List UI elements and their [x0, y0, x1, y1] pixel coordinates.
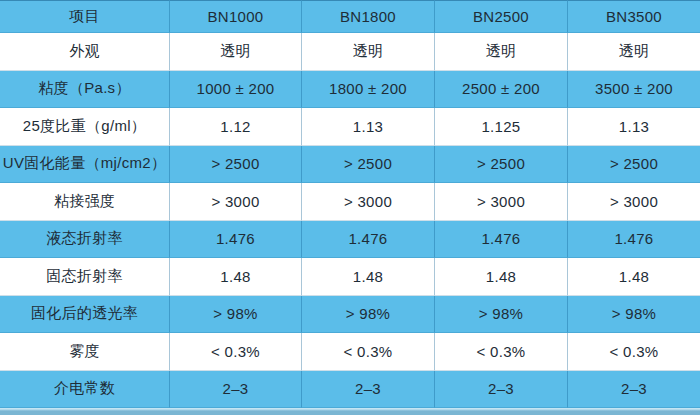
row-label: 雾度: [0, 333, 170, 371]
spec-table: 项目 BN1000 BN1800 BN2500 BN3500 外观 透明 透明 …: [0, 0, 700, 415]
column-header-bn1800: BN1800: [302, 0, 435, 33]
row-label: UV固化能量（mj/cm2）: [0, 146, 170, 184]
spec-value: 1.13: [568, 108, 700, 146]
spec-value: 1.48: [568, 258, 700, 296]
spec-value: > 2500: [302, 146, 435, 184]
spec-value: < 0.3%: [170, 333, 302, 371]
row-label: 固化后的透光率: [0, 296, 170, 334]
spec-value: 1000 ± 200: [170, 71, 302, 109]
spec-value: 1.48: [435, 258, 568, 296]
row-label: 液态折射率: [0, 221, 170, 259]
spec-value: 1.125: [435, 108, 568, 146]
spec-value: 1.476: [170, 221, 302, 259]
spec-value: 透明: [302, 33, 435, 71]
spec-value: < 0.3%: [435, 333, 568, 371]
column-header-bn3500: BN3500: [568, 0, 700, 33]
row-label: 25度比重（g/ml）: [0, 108, 170, 146]
row-label: 粘度（Pa.s）: [0, 71, 170, 109]
spec-value: 2–3: [568, 371, 700, 409]
spec-value: > 98%: [170, 296, 302, 334]
spec-value: 1.48: [170, 258, 302, 296]
spec-value: 2–3: [302, 371, 435, 409]
spec-value: 1.476: [568, 221, 700, 259]
column-header-bn2500: BN2500: [435, 0, 568, 33]
spec-value: 1.13: [302, 108, 435, 146]
spec-value: 1.48: [302, 258, 435, 296]
spec-table-grid: 项目 BN1000 BN1800 BN2500 BN3500 外观 透明 透明 …: [0, 0, 700, 408]
spec-value: > 3000: [568, 183, 700, 221]
column-header-bn1000: BN1000: [170, 0, 302, 33]
column-header-item: 项目: [0, 0, 170, 33]
spec-value: 透明: [568, 33, 700, 71]
spec-value: > 2500: [170, 146, 302, 184]
spec-value: 2500 ± 200: [435, 71, 568, 109]
spec-value: 1.12: [170, 108, 302, 146]
spec-value: 1.476: [302, 221, 435, 259]
spec-value: > 2500: [568, 146, 700, 184]
spec-value: > 3000: [302, 183, 435, 221]
spec-value: 1800 ± 200: [302, 71, 435, 109]
spec-value: > 98%: [435, 296, 568, 334]
spec-value: 2–3: [435, 371, 568, 409]
spec-value: > 98%: [568, 296, 700, 334]
row-label: 粘接强度: [0, 183, 170, 221]
row-label: 固态折射率: [0, 258, 170, 296]
spec-value: > 2500: [435, 146, 568, 184]
row-label: 外观: [0, 33, 170, 71]
row-label: 介电常数: [0, 371, 170, 409]
spec-value: < 0.3%: [568, 333, 700, 371]
spec-value: 透明: [170, 33, 302, 71]
spec-value: 2–3: [170, 371, 302, 409]
spec-value: < 0.3%: [302, 333, 435, 371]
table-bottom-edge: [0, 408, 700, 415]
spec-value: > 3000: [170, 183, 302, 221]
spec-value: 透明: [435, 33, 568, 71]
spec-value: > 3000: [435, 183, 568, 221]
spec-value: 1.476: [435, 221, 568, 259]
spec-value: 3500 ± 200: [568, 71, 700, 109]
spec-value: > 98%: [302, 296, 435, 334]
